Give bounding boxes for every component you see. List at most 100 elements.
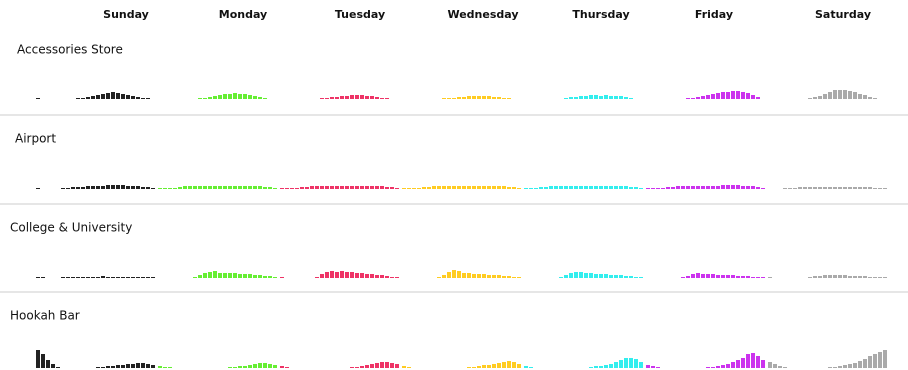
hour-bar [178,187,182,189]
row-title: Accessories Store [17,43,123,57]
hour-bar [141,98,145,99]
hour-bar [482,96,486,99]
hour-bar [716,366,720,368]
hour-bar [136,186,140,189]
hour-bar [365,186,369,189]
hour-bar [111,366,115,368]
hour-bar [751,277,755,278]
hour-bar [868,356,872,368]
hour-bar [412,188,416,189]
hour-bar [243,366,247,368]
hour-bar [696,97,700,99]
hour-bar [457,186,461,189]
hour-bar [86,97,90,99]
hour-bar [843,365,847,368]
hour-bar [549,186,553,189]
hour-bar [248,186,252,189]
hour-bar [258,186,262,189]
hour-bar [442,186,446,189]
hour-bar [788,188,792,189]
hour-bar [609,275,613,278]
hour-bar [604,274,608,278]
hour-bar [681,186,685,189]
hour-bar [833,187,837,189]
hour-bar [238,94,242,99]
hour-bar [873,188,877,189]
hour-bar [360,186,364,189]
hour-bar [273,365,277,368]
hour-bar [564,98,568,99]
hour-bar [106,185,110,189]
hour-bar [569,186,573,189]
hour-bar [467,96,471,99]
hour-bar [878,188,882,189]
hour-bar [121,277,125,278]
hour-bar [507,276,511,278]
hour-bar [121,365,125,368]
hour-bar [564,275,568,278]
hour-bar [285,188,289,189]
hour-bar [253,96,257,99]
hour-bar [472,96,476,99]
hour-bar [116,93,120,99]
hour-bar [524,188,528,189]
hour-bar [629,358,633,368]
hour-bar [310,186,314,189]
hour-bar [375,186,379,189]
hour-bar [41,354,45,368]
hour-bar [746,93,750,99]
hour-bar [41,277,45,278]
hour-bar [818,96,822,99]
hour-bar [477,186,481,189]
hour-bar [736,185,740,189]
hour-bar [330,186,334,189]
hour-bar [248,274,252,278]
hour-bar [828,187,832,189]
hour-bar [340,186,344,189]
hour-bar [477,366,481,368]
hour-bar [624,358,628,368]
hour-bar [467,273,471,278]
hour-bar [813,97,817,99]
hour-bar [355,95,359,99]
hour-bar [721,275,725,278]
hour-bar [96,186,100,189]
hour-bar [457,271,461,278]
hour-bar [696,273,700,278]
hour-bar [335,272,339,278]
hour-bar [233,93,237,99]
row-title: College & University [10,221,132,235]
hour-bar [564,186,568,189]
hour-bar [96,95,100,99]
hour-bar [838,90,842,99]
hour-bar [651,366,655,368]
hour-bar [280,366,284,368]
hour-bar [168,188,172,189]
hour-bar [350,272,354,278]
hour-bar [345,186,349,189]
hour-bar [634,359,638,368]
hour-bar [111,185,115,189]
hour-bar [86,277,90,278]
day-header: Friday [695,8,733,21]
hour-bar [741,276,745,278]
hour-bar [873,354,877,368]
hour-bar [629,98,633,99]
hour-bar [253,186,257,189]
hour-bar [136,97,140,99]
hour-bar [131,186,135,189]
hour-bar [651,188,655,189]
hour-bar [629,187,633,189]
hour-bar [783,367,787,368]
hour-bar [238,366,242,368]
hour-bar [701,274,705,278]
day-header: Monday [219,8,267,21]
hour-bar [487,96,491,99]
hour-bar [280,277,284,278]
hour-bar [395,364,399,368]
hour-bar [497,186,501,189]
hour-bar [828,92,832,99]
hour-bar [46,360,50,368]
hour-bar [761,188,765,189]
hour-bar [599,366,603,368]
